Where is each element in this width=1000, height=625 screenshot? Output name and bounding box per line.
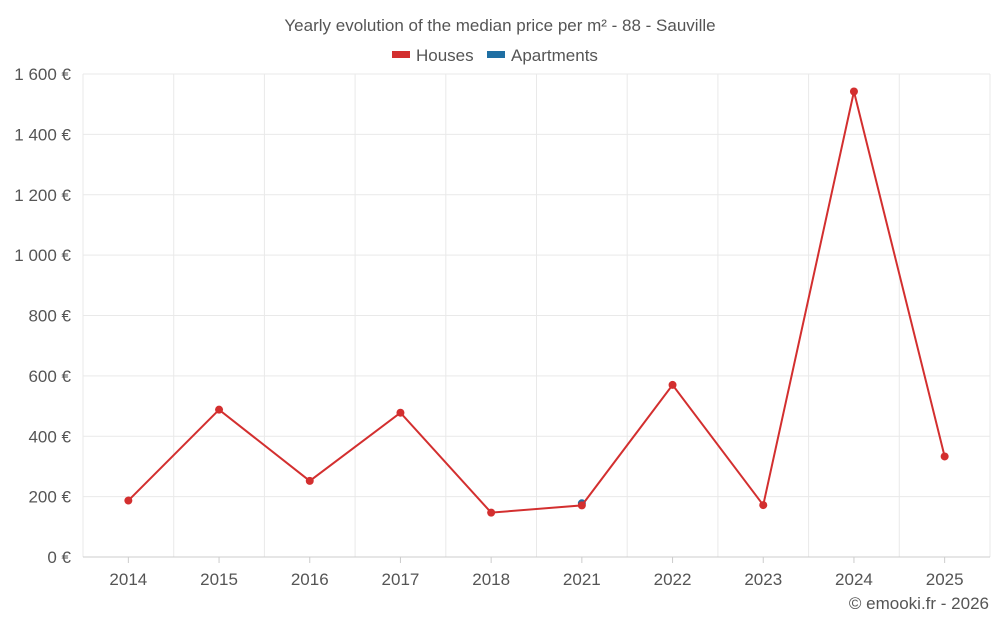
legend-swatch-apartments[interactable] <box>487 51 505 58</box>
x-tick-label: 2016 <box>291 570 329 589</box>
x-tick-label: 2018 <box>472 570 510 589</box>
data-point-houses[interactable] <box>215 405 224 414</box>
data-point-houses[interactable] <box>124 496 133 505</box>
y-tick-label: 600 € <box>28 367 71 386</box>
y-tick-label: 1 000 € <box>14 246 71 265</box>
grid <box>83 73 991 557</box>
y-tick-label: 1 200 € <box>14 186 71 205</box>
x-tick-label: 2022 <box>654 570 692 589</box>
data-point-houses[interactable] <box>577 501 586 510</box>
series <box>124 87 949 517</box>
data-point-houses[interactable] <box>396 408 405 417</box>
x-tick-label: 2014 <box>109 570 147 589</box>
legend: Houses Apartments <box>392 46 598 65</box>
data-point-houses[interactable] <box>487 508 496 517</box>
data-point-houses[interactable] <box>305 476 314 485</box>
data-point-houses[interactable] <box>940 452 949 461</box>
x-tick-label: 2017 <box>382 570 420 589</box>
legend-label-apartments[interactable]: Apartments <box>511 46 598 65</box>
x-tick-label: 2021 <box>563 570 601 589</box>
y-tick-label: 200 € <box>28 488 71 507</box>
y-tick-label: 1 400 € <box>14 125 71 144</box>
x-tick-label: 2023 <box>744 570 782 589</box>
credit-text: © emooki.fr - 2026 <box>849 594 989 613</box>
series-line-houses <box>127 91 946 514</box>
axes: 0 € 200 € 400 € 600 € 800 € 1 000 € 1 200 € 1 4… <box>14 65 990 589</box>
x-tick-label: 2024 <box>835 570 873 589</box>
data-point-houses[interactable] <box>849 87 858 96</box>
x-tick-label: 2025 <box>926 570 964 589</box>
y-tick-label: 0 € <box>47 548 71 567</box>
y-tick-label: 800 € <box>28 307 71 326</box>
y-tick-label: 400 € <box>28 427 71 446</box>
data-point-houses[interactable] <box>759 501 768 510</box>
legend-label-houses[interactable]: Houses <box>416 46 474 65</box>
x-tick-label: 2015 <box>200 570 238 589</box>
y-tick-label: 1 600 € <box>14 65 71 84</box>
chart-title: Yearly evolution of the median price per… <box>284 16 715 35</box>
legend-swatch-houses[interactable] <box>392 51 410 58</box>
data-point-houses[interactable] <box>668 380 677 389</box>
